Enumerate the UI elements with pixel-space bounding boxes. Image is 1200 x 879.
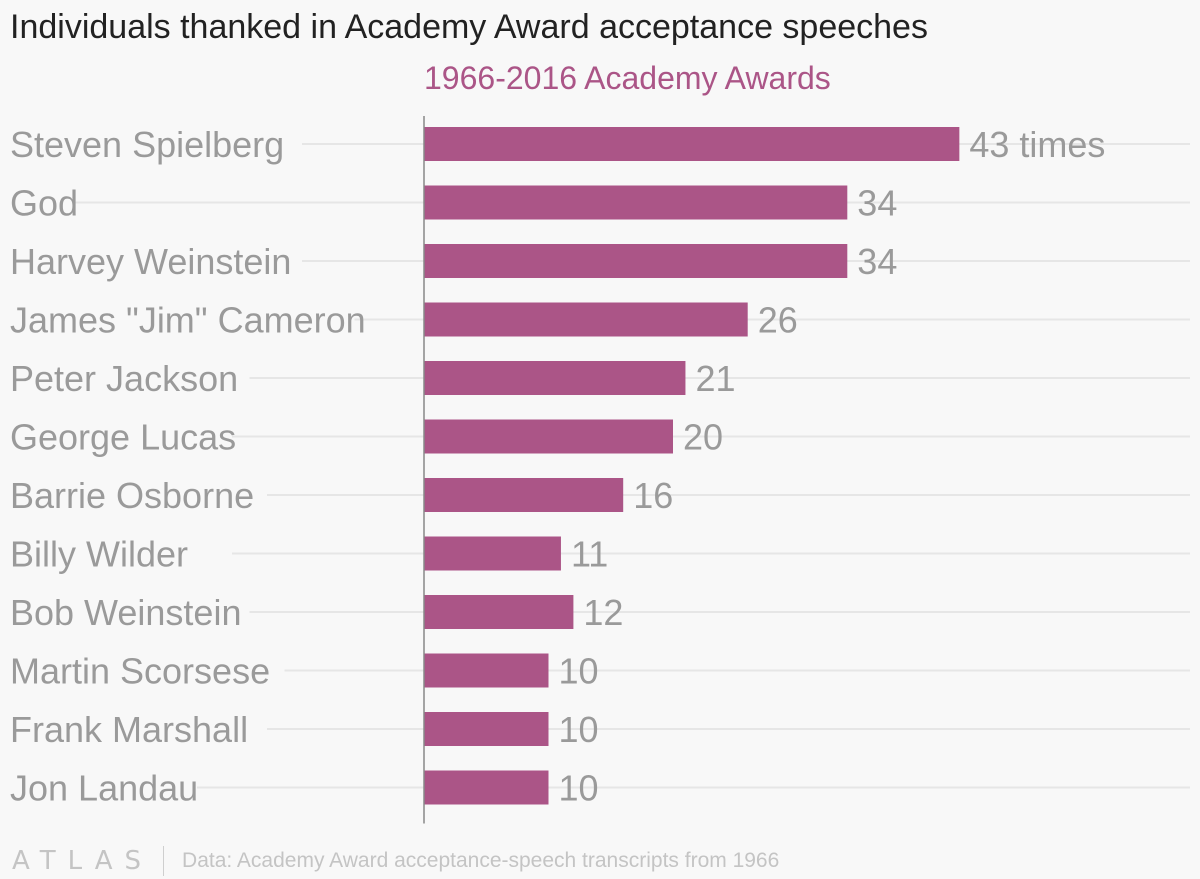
value-label-frank-marshall: 10: [559, 709, 599, 750]
footer-divider: [163, 846, 165, 876]
bar-george-lucas: [424, 419, 673, 454]
value-labels: 43 times 34 34 26 21 2016 11 12 10 10 10: [559, 124, 1106, 809]
category-label-steven-spielberg: Steven Spielberg: [10, 124, 284, 165]
bar-james-jim-cameron: [424, 302, 748, 337]
category-label-martin-scorsese: Martin Scorsese: [10, 651, 270, 692]
category-label-frank-marshall: Frank Marshall: [10, 709, 248, 750]
category-label-billy-wilder: Billy Wilder: [10, 534, 188, 575]
footer: ATLAS Data: Academy Award acceptance-spe…: [12, 844, 779, 878]
atlas-logo: ATLAS: [12, 846, 154, 876]
value-label-bob-weinstein: 12: [583, 592, 623, 633]
value-label-peter-jackson: 21: [695, 358, 735, 399]
category-label-harvey-weinstein: Harvey Weinstein: [10, 241, 291, 282]
bar-god: [424, 185, 848, 220]
bar-harvey-weinstein: [424, 244, 848, 278]
bar-peter-jackson: [424, 361, 686, 395]
bar-barrie-osborne: [424, 478, 624, 512]
bar-bob-weinstein: [424, 595, 574, 629]
bars: [424, 127, 960, 805]
category-label-jon-landau: Jon Landau: [10, 768, 198, 809]
bar-martin-scorsese: [424, 653, 549, 688]
category-label-barrie-osborne: Barrie Osborne: [10, 475, 254, 516]
bar-jon-landau: [424, 770, 549, 805]
value-label-martin-scorsese: 10: [559, 651, 599, 692]
value-label-harvey-weinstein: 34: [857, 241, 897, 282]
category-label-george-lucas: George Lucas: [10, 417, 236, 458]
category-label-god: God: [10, 183, 78, 224]
value-label-george-lucas: 20: [683, 417, 723, 458]
value-label-steven-spielberg: 43 times: [969, 124, 1105, 165]
category-label-peter-jackson: Peter Jackson: [10, 358, 238, 399]
value-label-jon-landau: 10: [559, 768, 599, 809]
value-label-billy-wilder: 11: [571, 534, 608, 575]
category-label-bob-weinstein: Bob Weinstein: [10, 592, 241, 633]
category-label-james-jim-cameron: James "Jim" Cameron: [10, 300, 366, 341]
chart-subtitle: 1966-2016 Academy Awards: [424, 60, 831, 96]
chart-title: Individuals thanked in Academy Award acc…: [10, 8, 928, 46]
source-note: Data: Academy Award acceptance-speech tr…: [182, 849, 780, 872]
value-label-god: 34: [857, 183, 897, 224]
guide-lines: [74, 143, 1190, 789]
category-labels: Steven Spielberg God Harvey Weinstein James…: [10, 124, 366, 809]
value-label-james-jim-cameron: 26: [758, 300, 798, 341]
value-label-barrie-osborne: 16: [633, 475, 673, 516]
bar-steven-spielberg: [424, 127, 960, 161]
bar-billy-wilder: [424, 536, 561, 571]
bar-frank-marshall: [424, 712, 549, 746]
